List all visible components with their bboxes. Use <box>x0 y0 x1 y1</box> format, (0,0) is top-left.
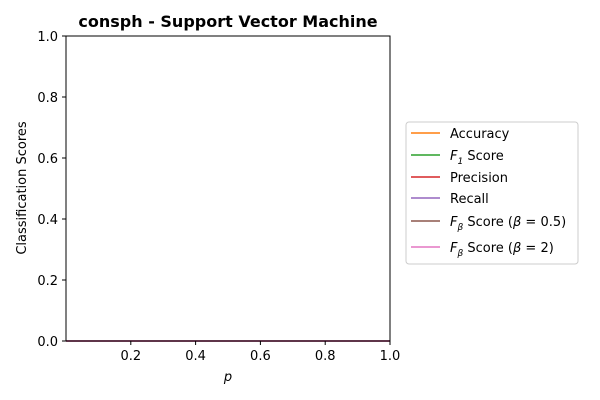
chart-title: consph - Support Vector Machine <box>78 12 377 31</box>
legend-item: F1 Score <box>411 149 504 167</box>
legend-item: Fβ Score (β = 0.5) <box>411 215 566 233</box>
x-tick-label: 0.8 <box>315 349 336 364</box>
x-axis-label: p <box>223 370 232 385</box>
axis-ticks: 0.2 0.4 0.6 0.8 1.0 0.0 0.2 0.4 0.6 0.8 1.0 <box>37 30 400 364</box>
legend-label: Precision <box>450 171 508 186</box>
legend-label: Fβ Score (β = 0.5) <box>450 215 566 233</box>
y-tick-label: 0.2 <box>37 274 58 289</box>
y-tick-label: 1.0 <box>37 30 58 45</box>
legend-label: Accuracy <box>450 127 510 142</box>
x-tick-label: 1.0 <box>380 349 401 364</box>
legend-label: Fβ Score (β = 2) <box>450 241 554 259</box>
legend-item: Recall <box>411 192 489 207</box>
x-tick-label: 0.4 <box>185 349 206 364</box>
y-tick-label: 0.4 <box>37 213 58 228</box>
legend-item: Fβ Score (β = 2) <box>411 241 554 259</box>
legend: Accuracy F1 Score Precision Recall Fβ Score … <box>405 121 579 265</box>
x-tick-label: 0.2 <box>120 349 141 364</box>
y-tick-label: 0.8 <box>37 91 58 106</box>
plot-frame <box>65 35 391 342</box>
x-tick-label: 0.6 <box>250 349 271 364</box>
y-tick-label: 0.0 <box>37 335 58 350</box>
legend-item: Accuracy <box>411 127 510 142</box>
legend-box <box>405 121 579 265</box>
y-axis-label: Classification Scores <box>15 121 30 255</box>
y-tick-label: 0.6 <box>37 152 58 167</box>
plot-area <box>65 35 391 342</box>
legend-label: Recall <box>450 192 489 207</box>
legend-item: Precision <box>411 171 508 186</box>
legend-label: F1 Score <box>450 149 504 167</box>
